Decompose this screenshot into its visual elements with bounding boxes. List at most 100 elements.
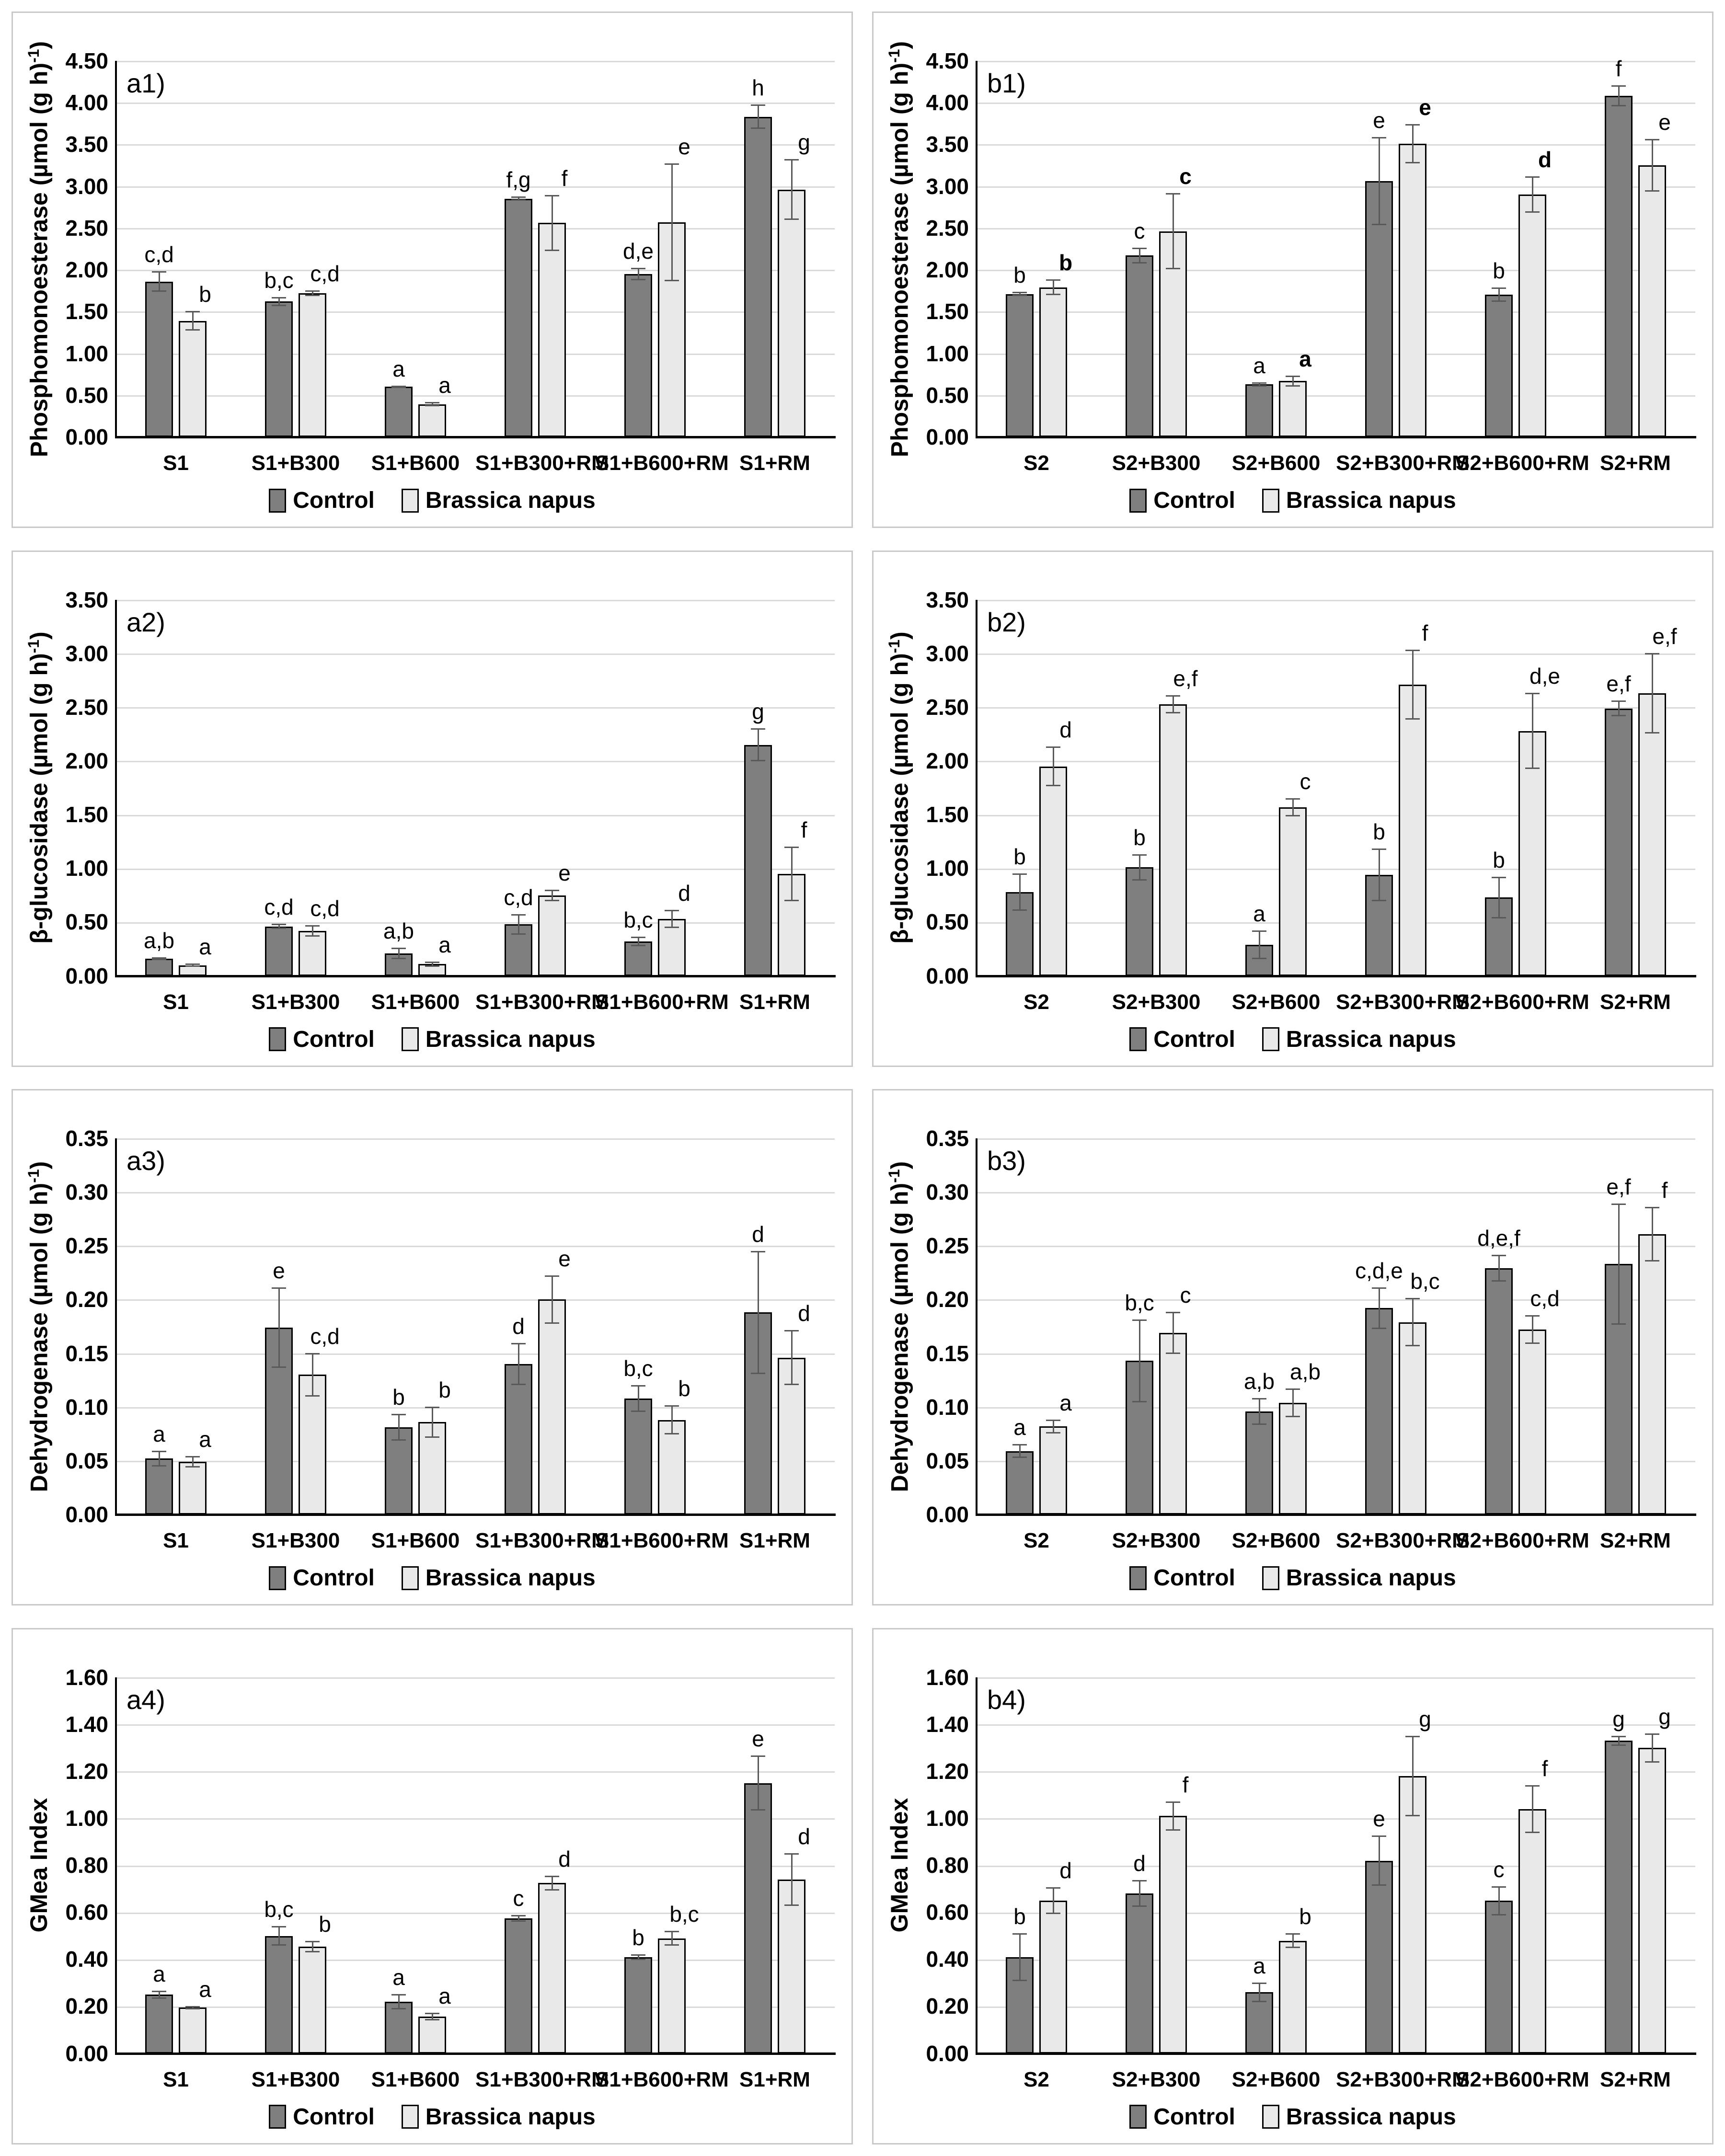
significance-letter: c,d: [1530, 1286, 1560, 1311]
y-axis-title-close: ): [25, 1161, 53, 1169]
y-axis-title-text: β-glucosidase (µmol (g h): [886, 653, 913, 944]
significance-letter: a,b: [383, 918, 414, 943]
error-bar-cap-bottom: [1252, 957, 1266, 959]
error-bar-cap-top: [1046, 746, 1060, 748]
gridline: [977, 1246, 1695, 1247]
error-bar-cap-bottom: [665, 1944, 679, 1946]
error-bar-cap-top: [1132, 1880, 1147, 1881]
y-tick-label: 1.00: [926, 1805, 969, 1831]
significance-letter: e,f: [1606, 1174, 1631, 1199]
gridline: [116, 1461, 835, 1462]
y-tick-label: 2.50: [65, 694, 108, 720]
error-bar: [398, 948, 400, 959]
error-bar-cap-bottom: [665, 926, 679, 928]
error-bar-cap-top: [1372, 848, 1386, 850]
gridline: [977, 311, 1695, 313]
error-bar: [1498, 1886, 1500, 1915]
significance-letter: b: [392, 1385, 405, 1410]
significance-letter: e: [1373, 1806, 1385, 1831]
significance-letter: b: [1493, 847, 1505, 872]
x-category-label: S2: [1024, 990, 1049, 1014]
x-axis-line: [976, 436, 1696, 438]
legend-label: Control: [293, 2104, 375, 2130]
y-tick-label: 0.80: [65, 1853, 108, 1878]
y-tick-label: 0.50: [926, 909, 969, 935]
error-bar-cap-bottom: [665, 280, 679, 281]
error-bar-cap-bottom: [1492, 1280, 1506, 1282]
error-bar-cap-bottom: [1611, 105, 1626, 106]
legend-label: Brassica napus: [1286, 2104, 1456, 2130]
bar-brassica-napus: [1638, 693, 1666, 976]
error-bar-cap-bottom: [1611, 1744, 1626, 1746]
significance-letter: d,e: [1530, 663, 1560, 688]
error-bar-cap-bottom: [1645, 190, 1659, 192]
gridline: [977, 1353, 1695, 1355]
error-bar: [1259, 930, 1260, 959]
y-axis-title-text: Dehydrogenase (µmol (g h): [886, 1182, 913, 1492]
error-bar-cap-top: [631, 1385, 645, 1387]
gridline: [977, 354, 1695, 355]
error-bar-cap-top: [1405, 1298, 1420, 1299]
x-category-label: S1: [163, 451, 189, 475]
y-axis-title-close: ): [25, 41, 53, 49]
gridline: [116, 599, 835, 601]
bar-control: [265, 1328, 293, 1514]
legend-item-brassica-napus: Brassica napus: [1262, 487, 1456, 514]
significance-letter: b: [1493, 258, 1505, 283]
gridline: [116, 922, 835, 924]
error-bar-cap-top: [1012, 1444, 1027, 1445]
error-bar-cap-top: [305, 1940, 320, 1942]
error-bar-cap-bottom: [631, 279, 645, 280]
error-bar-cap-bottom: [272, 927, 286, 929]
significance-letter: c: [1300, 768, 1311, 794]
x-axis-line: [115, 436, 836, 438]
error-bar-cap-bottom: [185, 1466, 200, 1468]
error-bar-cap-top: [1525, 1315, 1540, 1317]
bar-brassica-napus: [1638, 1234, 1666, 1514]
plot-area: b d b e,f a c b f b d,e e,f e,f: [976, 599, 1696, 977]
x-category-label: S1+RM: [739, 990, 810, 1014]
gridline: [977, 1771, 1695, 1773]
significance-letter: c,d: [310, 1324, 340, 1349]
legend-item-control: Control: [269, 1565, 375, 1591]
bar-control: [385, 387, 413, 437]
y-axis-title-superscript: -1: [886, 1169, 903, 1183]
gridline: [116, 186, 835, 188]
y-tick-label: 0.05: [65, 1448, 108, 1473]
error-bar-cap-top: [152, 1451, 166, 1452]
error-bar-cap-top: [751, 1251, 765, 1252]
error-bar: [552, 195, 553, 251]
bar-control: [1605, 708, 1633, 976]
bar-brassica-napus: [538, 1299, 566, 1514]
significance-letter: g: [1658, 1704, 1671, 1729]
error-bar: [312, 925, 313, 936]
gridline: [116, 1677, 835, 1679]
y-tick-label: 0.20: [926, 1287, 969, 1312]
error-bar-cap-bottom: [545, 1322, 559, 1324]
gridline: [116, 1353, 835, 1355]
significance-letter: a: [199, 1976, 211, 2002]
gridline: [977, 1818, 1695, 1820]
error-bar-cap-top: [545, 195, 559, 196]
gridline: [977, 144, 1695, 146]
x-category-label: S2+B300+RM: [1336, 990, 1470, 1014]
error-bar-cap-top: [1492, 1255, 1506, 1256]
error-bar-cap-bottom: [1405, 162, 1420, 163]
significance-letter: f: [1541, 1755, 1548, 1781]
error-bar: [312, 1353, 313, 1397]
bar-control: [744, 1312, 772, 1514]
error-bar: [192, 963, 194, 966]
error-bar-cap-top: [1611, 85, 1626, 87]
y-axis-title: GMea Index: [886, 1626, 914, 2105]
y-axis-line: [976, 1677, 978, 2054]
gridline: [116, 1818, 835, 1820]
gridline: [977, 1959, 1695, 1961]
error-bar: [1652, 139, 1653, 191]
bar-brassica-napus: [299, 930, 326, 976]
legend: Control Brassica napus: [874, 2104, 1712, 2130]
gridline: [116, 1865, 835, 1867]
error-bar-cap-bottom: [665, 1433, 679, 1434]
error-bar-cap-top: [1645, 653, 1659, 654]
error-bar: [758, 728, 759, 761]
error-bar: [398, 1414, 400, 1440]
